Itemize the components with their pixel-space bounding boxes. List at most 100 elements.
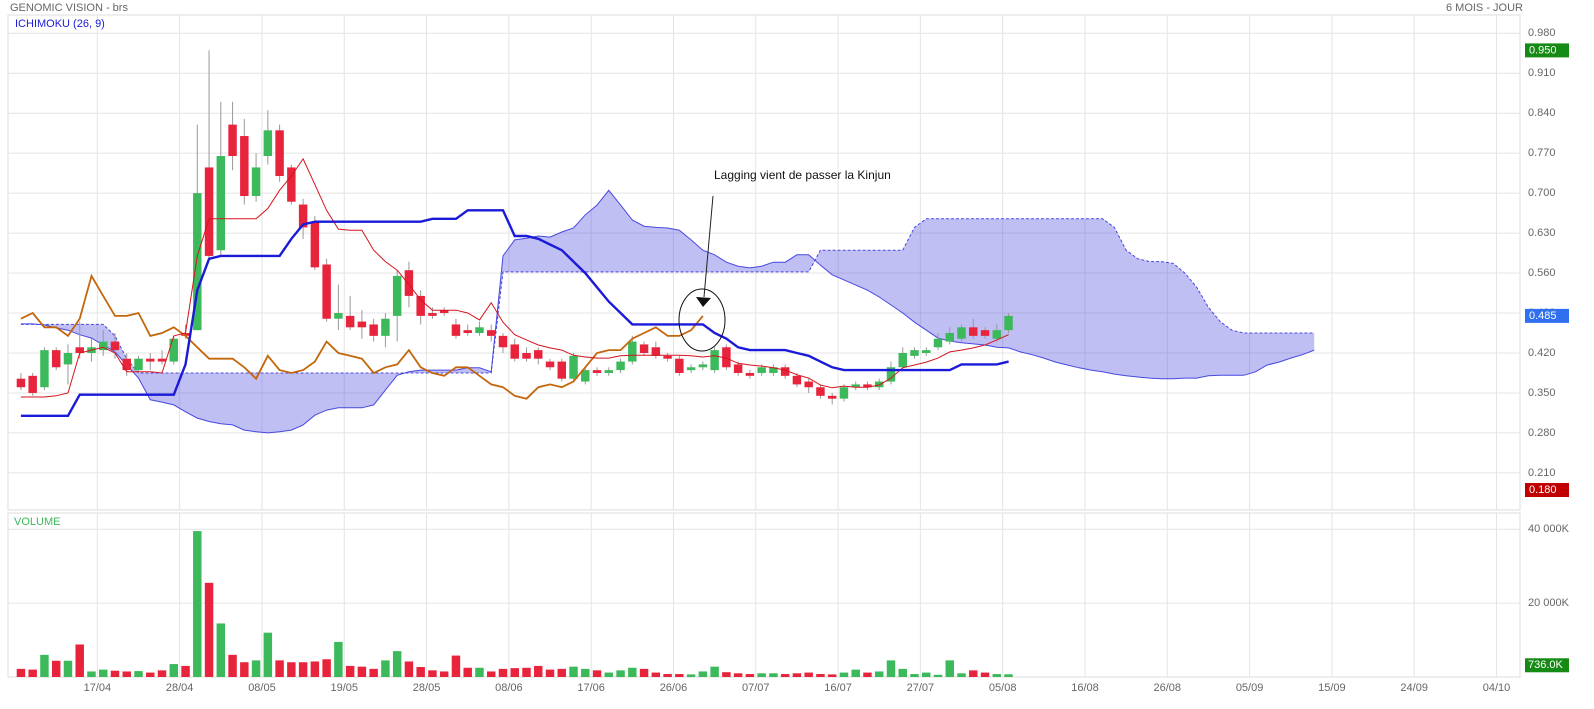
candle-body — [28, 375, 37, 393]
volume-bar — [710, 666, 719, 677]
candle-body — [204, 167, 214, 256]
candle-body — [957, 327, 966, 339]
candle-body — [510, 344, 519, 359]
volume-bar — [428, 670, 437, 677]
volume-bar — [851, 669, 860, 677]
volume-bar — [992, 674, 1002, 677]
volume-bar — [557, 668, 567, 677]
y-tick-label: 20 000K — [1528, 597, 1570, 609]
volume-bar — [240, 662, 249, 677]
candle-body — [275, 130, 284, 177]
lagging-line — [20, 273, 704, 400]
candle-body — [463, 330, 472, 334]
volume-bar — [545, 669, 555, 677]
volume-bar — [663, 674, 672, 677]
candle-body — [134, 358, 143, 371]
y-tick-label: 0.210 — [1528, 467, 1556, 479]
candle-body — [898, 352, 907, 368]
volume-bar — [475, 667, 484, 677]
x-tick-label: 16/07 — [824, 682, 852, 694]
candle-body — [804, 381, 813, 388]
candle-body — [263, 130, 273, 157]
volume-bar — [334, 641, 343, 677]
volume-bar — [733, 673, 743, 677]
candle-body — [910, 350, 919, 356]
volume-bar — [933, 674, 943, 677]
x-tick-label: 19/05 — [330, 682, 358, 694]
cloud-fill — [20, 190, 1315, 433]
volume-bar — [957, 673, 966, 677]
volume-bar — [122, 671, 131, 677]
volume-bar — [628, 667, 637, 677]
x-tick-label: 17/06 — [577, 682, 605, 694]
volume-bar — [451, 655, 461, 677]
candle-body — [522, 352, 531, 359]
candle-body — [722, 347, 731, 368]
x-tick-label: 28/05 — [413, 682, 441, 694]
indicator-label: ICHIMOKU (26, 9) — [15, 18, 105, 30]
candle-body — [698, 364, 708, 368]
candle-body — [40, 350, 49, 388]
volume-bar — [381, 660, 390, 677]
volume-badge-label: 736.0K — [1528, 659, 1564, 671]
candle-body — [639, 344, 649, 353]
volume-bar — [945, 660, 954, 677]
candle-body — [357, 321, 367, 328]
candle-body — [404, 270, 414, 296]
volume-bar — [980, 672, 990, 677]
price-badge — [1525, 308, 1569, 323]
volume-badge — [1525, 658, 1569, 673]
x-tick-label: 16/08 — [1071, 682, 1099, 694]
volume-bar — [722, 672, 731, 677]
candle-body — [181, 333, 190, 336]
candle-body — [663, 355, 672, 359]
volume-bar — [757, 673, 766, 677]
price-badge — [1525, 483, 1569, 498]
volume-bar — [404, 661, 414, 677]
x-tick-label: 26/06 — [660, 682, 688, 694]
volume-bar — [298, 662, 308, 677]
annotation-circle — [678, 288, 726, 352]
candle-body — [122, 358, 131, 371]
candle-body — [992, 330, 1002, 339]
volume-bar — [534, 665, 543, 677]
candle-body — [146, 358, 155, 362]
volume-bar — [804, 672, 813, 677]
candle-body — [780, 367, 790, 376]
candle-body — [486, 330, 496, 336]
candle-body — [310, 221, 320, 268]
candle-body — [381, 318, 390, 336]
price-badge-label: 0.180 — [1529, 484, 1557, 496]
candle-body — [581, 370, 590, 382]
x-tick-label: 24/09 — [1400, 682, 1428, 694]
volume-bar — [651, 672, 661, 677]
volume-bar — [228, 654, 237, 677]
candle-body — [816, 387, 825, 396]
candle-body — [616, 361, 625, 371]
volume-bar — [51, 660, 61, 677]
candle-body — [1004, 315, 1013, 331]
volume-bar — [87, 671, 96, 677]
volume-bar — [616, 670, 625, 677]
volume-bar — [193, 531, 202, 677]
x-tick-label: 26/08 — [1154, 682, 1182, 694]
volume-bar — [146, 672, 155, 677]
price-panel — [7, 14, 1521, 511]
volume-bar — [569, 666, 578, 677]
y-tick-label: 40 000K — [1528, 523, 1570, 535]
candle-body — [392, 275, 402, 316]
candle-body — [451, 324, 461, 336]
volume-bar — [63, 660, 73, 677]
candle-body — [298, 204, 308, 228]
volume-bar — [827, 674, 837, 677]
volume-bar — [40, 654, 49, 677]
volume-label: VOLUME — [14, 516, 60, 528]
candle-body — [157, 358, 167, 362]
volume-bar — [922, 672, 931, 677]
volume-bar — [969, 670, 978, 677]
candle-body — [345, 315, 355, 328]
candle-body — [545, 361, 555, 368]
volume-bar — [675, 674, 684, 677]
volume-bar — [639, 668, 649, 677]
